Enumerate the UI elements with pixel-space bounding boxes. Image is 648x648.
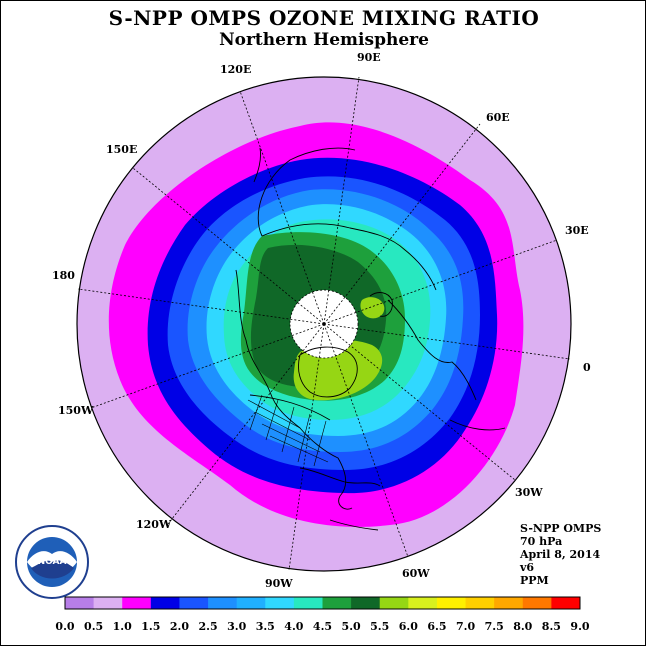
latitude-circle-80 bbox=[289, 289, 359, 359]
africa-north bbox=[449, 419, 506, 431]
us-state-grid bbox=[247, 394, 329, 467]
colorbar-frame bbox=[64, 596, 581, 610]
colorbar-swatch bbox=[436, 597, 467, 609]
asia-east bbox=[257, 147, 356, 237]
map-boundary bbox=[76, 76, 572, 572]
colorbar-tick-label: 6.0 bbox=[398, 620, 418, 633]
colorbar bbox=[64, 596, 581, 610]
colorbar-swatch bbox=[179, 597, 209, 609]
info-units: PPM bbox=[520, 574, 549, 587]
meridian-150E bbox=[132, 167, 325, 325]
noaa-logo: NOAA bbox=[15, 525, 89, 599]
meridian-30W bbox=[323, 323, 516, 481]
colorbar-tick-label: 8.5 bbox=[541, 620, 561, 633]
colorbar-swatch bbox=[122, 597, 152, 609]
high-5.0-5.5-east bbox=[360, 297, 385, 319]
colorbar-swatch bbox=[494, 597, 524, 609]
colorbar-tick-label: 5.0 bbox=[341, 620, 361, 633]
meridian-120E bbox=[239, 90, 325, 325]
colorbar-swatch bbox=[265, 597, 295, 609]
colorbar-tick-label: 4.0 bbox=[284, 620, 304, 633]
colorbar-tick-label: 7.5 bbox=[484, 620, 504, 633]
lon-label-180: 180 bbox=[52, 269, 75, 282]
asia-north-coast bbox=[261, 223, 437, 291]
us-border bbox=[249, 394, 331, 421]
lon-label-120W: 120W bbox=[136, 518, 172, 531]
lon-label-0: 0 bbox=[583, 361, 591, 374]
noaa-logo-text: NOAA bbox=[38, 557, 67, 567]
meridian-150W bbox=[90, 323, 325, 409]
colorbar-tick-label: 1.0 bbox=[112, 620, 132, 633]
europe-coast bbox=[387, 299, 477, 401]
meridian-180 bbox=[77, 288, 325, 325]
colorbar-tick-label: 3.5 bbox=[255, 620, 275, 633]
colorbar-tick-label: 8.0 bbox=[513, 620, 533, 633]
lon-label-30E: 30E bbox=[565, 224, 589, 237]
colorbar-swatch bbox=[236, 597, 266, 609]
colorbar-tick-label: 5.5 bbox=[370, 620, 390, 633]
greenland bbox=[298, 346, 358, 398]
lon-label-60E: 60E bbox=[486, 111, 510, 124]
colorbar-swatch bbox=[293, 597, 323, 609]
colorbar-tick-label: 1.5 bbox=[141, 620, 161, 633]
scandinavia bbox=[369, 292, 393, 317]
meridian-90W bbox=[288, 323, 325, 571]
colorbar-swatch bbox=[408, 597, 438, 609]
page-subtitle: Northern Hemisphere bbox=[219, 30, 429, 50]
info-block: S-NPP OMPS 70 hPa April 8, 2014 v6 PPM bbox=[520, 522, 601, 587]
caribbean bbox=[329, 519, 379, 531]
colorbar-tick-label: 3.0 bbox=[227, 620, 247, 633]
info-version: v6 bbox=[520, 561, 535, 574]
colorbar-tick-label: 4.5 bbox=[312, 620, 333, 633]
meridian-60W bbox=[323, 323, 409, 558]
lon-label-90W: 90W bbox=[265, 577, 293, 590]
colorbar-swatch bbox=[379, 597, 409, 609]
colorbar-tick-label: 7.0 bbox=[455, 620, 476, 633]
lon-label-30W: 30W bbox=[515, 486, 543, 499]
gulf-coast bbox=[299, 467, 381, 487]
colorbar-swatch bbox=[65, 597, 95, 609]
colorbar-swatch bbox=[551, 597, 581, 609]
lon-label-120E: 120E bbox=[220, 63, 251, 76]
lon-label-90E: 90E bbox=[357, 51, 381, 64]
longitude-labels: 90E 60E 30E 0 30W 60W 90W 120W 150W 180 … bbox=[52, 51, 591, 590]
lon-label-60W: 60W bbox=[402, 567, 430, 580]
lon-label-150W: 150W bbox=[58, 404, 94, 417]
colorbar-swatch bbox=[208, 597, 238, 609]
colorbar-tick-label: 9.0 bbox=[570, 620, 590, 633]
colorbar-tick-label: 0.5 bbox=[84, 620, 104, 633]
colorbar-swatch bbox=[93, 597, 123, 609]
colorbar-tick-label: 0.0 bbox=[55, 620, 75, 633]
meridian-90E bbox=[323, 76, 360, 325]
colorbar-swatch bbox=[465, 597, 495, 609]
info-date: April 8, 2014 bbox=[520, 548, 601, 561]
info-instrument: S-NPP OMPS bbox=[520, 522, 602, 535]
colorbar-swatch bbox=[150, 597, 180, 609]
graticule bbox=[77, 76, 571, 571]
colorbar-swatch bbox=[351, 597, 381, 609]
colorbar-tick-label: 2.0 bbox=[169, 620, 190, 633]
meridian-30E bbox=[323, 239, 558, 325]
colorbar-tick-label: 2.5 bbox=[198, 620, 218, 633]
page-title: S-NPP OMPS OZONE MIXING RATIO bbox=[108, 6, 540, 30]
colorbar-tick-label: 6.5 bbox=[427, 620, 447, 633]
colorbar-swatch bbox=[322, 597, 352, 609]
colorbar-swatch bbox=[522, 597, 552, 609]
japan bbox=[253, 147, 261, 183]
lon-label-150E: 150E bbox=[106, 143, 137, 156]
info-level: 70 hPa bbox=[520, 535, 563, 548]
meridian-0 bbox=[323, 323, 571, 360]
